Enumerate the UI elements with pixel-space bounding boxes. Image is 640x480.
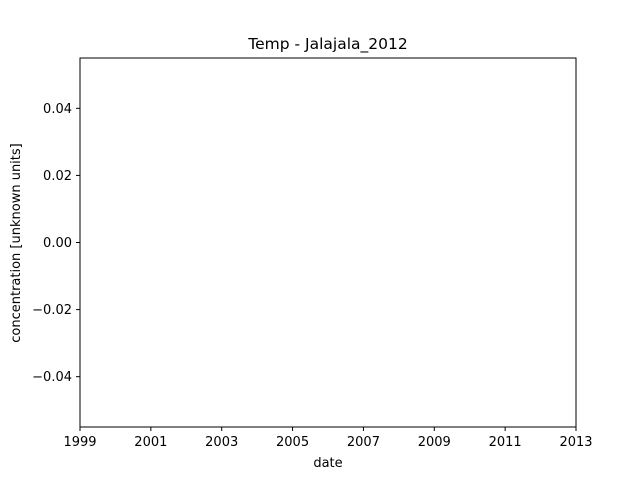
- x-tick-label: 2013: [559, 435, 592, 450]
- x-tick-label: 2007: [347, 435, 380, 450]
- y-axis-label: concentration [unknown units]: [9, 143, 24, 342]
- x-axis-ticks: 1999 2001 2003 2005 2007 2009 2011 2013: [63, 427, 593, 450]
- y-tick-label: −0.02: [32, 303, 72, 318]
- x-tick-label: 2011: [489, 435, 522, 450]
- x-tick-label: 2005: [276, 435, 309, 450]
- x-axis-label: date: [313, 456, 342, 471]
- y-tick-label: 0.00: [43, 236, 72, 251]
- x-tick-label: 2003: [205, 435, 238, 450]
- x-tick-label: 1999: [63, 435, 96, 450]
- y-tick-label: 0.02: [43, 169, 72, 184]
- chart-title: Temp - Jalajala_2012: [247, 35, 407, 54]
- y-axis-ticks: −0.04 −0.02 0.00 0.02 0.04: [32, 102, 80, 385]
- y-tick-label: 0.04: [43, 102, 72, 117]
- y-tick-label: −0.04: [32, 370, 72, 385]
- x-tick-label: 2009: [418, 435, 451, 450]
- x-tick-label: 2001: [134, 435, 167, 450]
